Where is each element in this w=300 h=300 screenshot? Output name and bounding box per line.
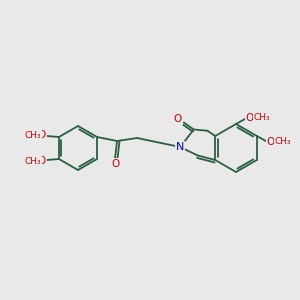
Text: CH₃: CH₃: [274, 137, 291, 146]
Text: O: O: [38, 156, 46, 166]
Text: CH₃: CH₃: [25, 130, 41, 140]
Text: O: O: [38, 130, 46, 140]
Text: O: O: [174, 115, 182, 124]
Text: methoxy: methoxy: [28, 134, 34, 136]
Text: O: O: [267, 137, 275, 147]
Text: N: N: [176, 142, 184, 152]
Text: O: O: [111, 159, 119, 169]
Text: CH₃: CH₃: [25, 157, 41, 166]
Text: CH₃: CH₃: [254, 113, 270, 122]
Text: O: O: [246, 113, 254, 123]
